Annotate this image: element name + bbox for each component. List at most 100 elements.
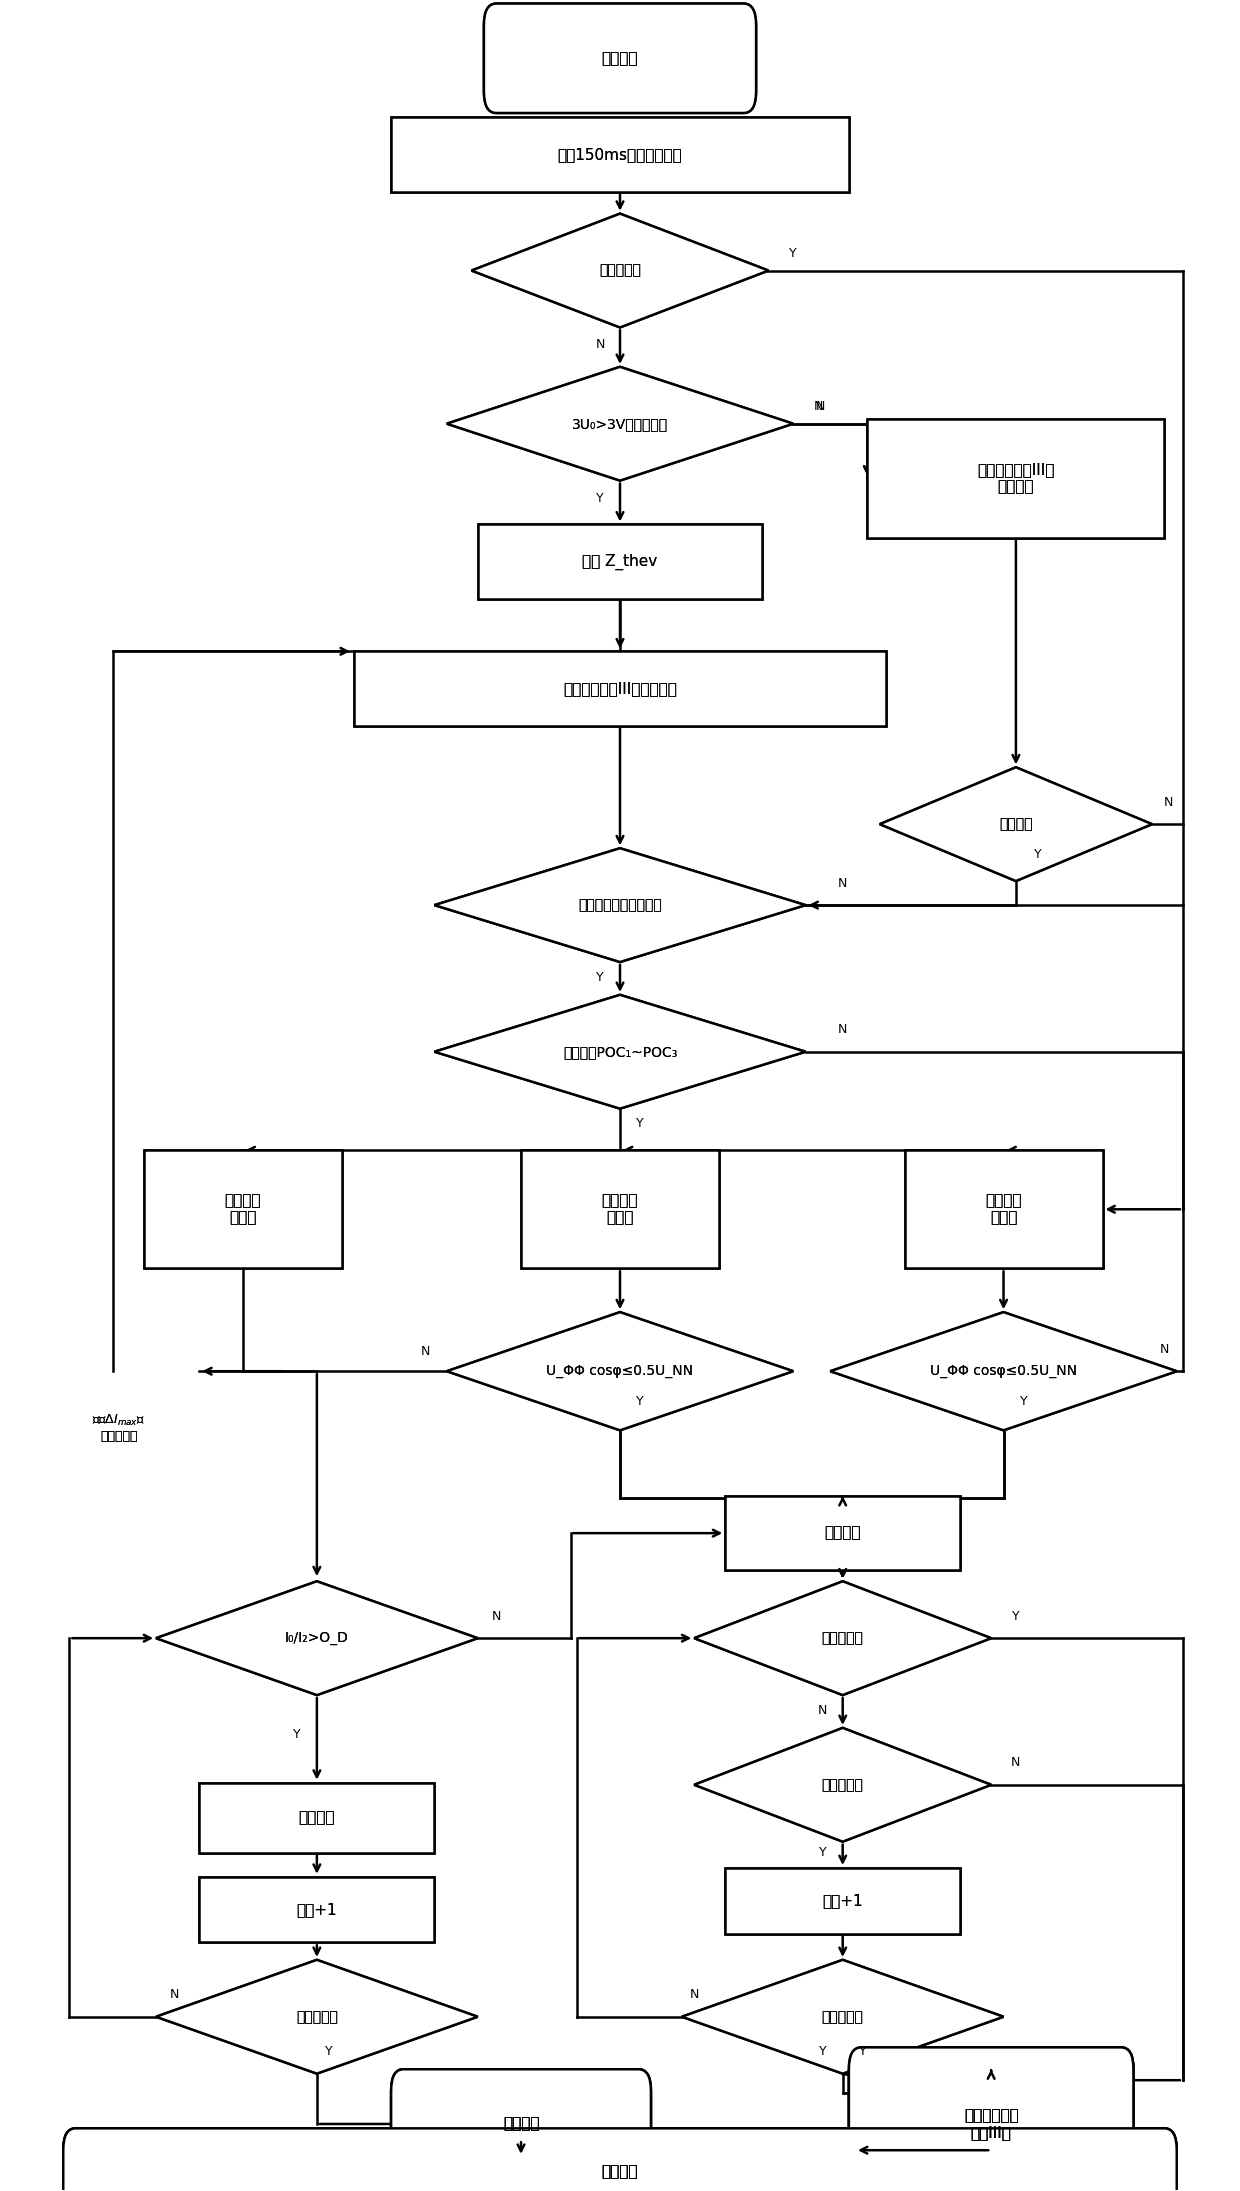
Bar — [868, 418, 1164, 537]
Bar — [904, 1150, 1102, 1269]
Text: Y: Y — [1012, 1610, 1019, 1624]
Text: Y: Y — [596, 491, 604, 504]
Text: 接地距离保护III段算法判断: 接地距离保护III段算法判断 — [563, 681, 677, 697]
Text: 是否满足POC₁~POC₃: 是否满足POC₁~POC₃ — [563, 1045, 677, 1058]
Text: N: N — [816, 399, 825, 412]
Text: 计算 Z_thev: 计算 Z_thev — [583, 554, 657, 570]
Polygon shape — [446, 1312, 794, 1431]
Bar — [725, 1496, 960, 1571]
Text: 复归接地距离
保护III段: 复归接地距离 保护III段 — [963, 2108, 1018, 2141]
Bar — [521, 1150, 719, 1269]
Polygon shape — [434, 995, 806, 1109]
Text: N: N — [838, 876, 847, 890]
Text: 3U₀>3V（二次侧）: 3U₀>3V（二次侧） — [572, 416, 668, 432]
Text: 计算 Z_thev: 计算 Z_thev — [583, 554, 657, 570]
Text: N: N — [818, 1705, 827, 1718]
Bar — [725, 1869, 960, 1935]
Polygon shape — [446, 1312, 794, 1431]
Text: 出口跳闸: 出口跳闸 — [502, 2117, 539, 2132]
Text: N: N — [1163, 795, 1173, 808]
Bar — [200, 1783, 434, 1854]
Text: Y: Y — [790, 248, 797, 259]
Text: 单相位于
动作区: 单相位于 动作区 — [224, 1194, 260, 1225]
Polygon shape — [694, 1729, 991, 1843]
Polygon shape — [434, 995, 806, 1109]
Text: 等待150ms躲避区外故障: 等待150ms躲避区外故障 — [558, 147, 682, 162]
Bar — [391, 118, 849, 193]
Text: 出口跳闸: 出口跳闸 — [601, 2165, 639, 2180]
Text: 是否已跳闸: 是否已跳闸 — [599, 263, 641, 278]
Bar — [200, 1878, 434, 1943]
FancyBboxPatch shape — [63, 2127, 1177, 2191]
Polygon shape — [156, 1959, 477, 2073]
Text: 出口跳闸: 出口跳闸 — [502, 2117, 539, 2132]
Text: 复归接地距离
保护III段: 复归接地距离 保护III段 — [963, 2108, 1018, 2141]
Polygon shape — [694, 1729, 991, 1843]
Text: U_ΦΦ cosφ≤0.5U_NN: U_ΦΦ cosφ≤0.5U_NN — [930, 1365, 1078, 1378]
Bar — [144, 1150, 342, 1269]
Text: 三相位于
动作区: 三相位于 动作区 — [986, 1194, 1022, 1225]
Text: N: N — [813, 399, 822, 412]
Text: 两相位于
动作区: 两相位于 动作区 — [601, 1194, 639, 1225]
Text: 计时+1: 计时+1 — [822, 1893, 863, 1908]
Text: 3U₀>3V（二次侧）: 3U₀>3V（二次侧） — [572, 416, 668, 432]
Polygon shape — [831, 1312, 1177, 1431]
Text: N: N — [595, 337, 605, 351]
Polygon shape — [831, 1312, 1177, 1431]
Polygon shape — [880, 767, 1152, 881]
Text: N: N — [1012, 1757, 1021, 1770]
Polygon shape — [156, 1582, 477, 1696]
Polygon shape — [434, 848, 806, 962]
Text: 到附加延时: 到附加延时 — [296, 2009, 337, 2024]
Polygon shape — [156, 1582, 477, 1696]
Polygon shape — [682, 1959, 1003, 2073]
Polygon shape — [156, 1959, 477, 2073]
Text: Y: Y — [820, 1847, 827, 1860]
Text: 是否已跳闸: 是否已跳闸 — [599, 263, 641, 278]
Text: 计时+1: 计时+1 — [296, 1902, 337, 1917]
Text: N: N — [170, 1989, 180, 2000]
Text: 到动作时间: 到动作时间 — [822, 2009, 863, 2024]
Text: N: N — [491, 1610, 501, 1624]
Text: 保持$\Delta I_{max}$相
复归另一相: 保持$\Delta I_{max}$相 复归另一相 — [93, 1413, 145, 1444]
Bar — [144, 1150, 342, 1269]
Text: N: N — [1159, 1343, 1169, 1356]
FancyBboxPatch shape — [849, 2046, 1133, 2191]
Text: Y: Y — [1034, 848, 1042, 861]
Text: 复归接地距离
保护III段: 复归接地距离 保护III段 — [963, 2108, 1018, 2141]
Text: Y: Y — [1019, 1396, 1027, 1409]
Bar — [353, 651, 887, 725]
Text: I₀/I₂>O_D: I₀/I₂>O_D — [285, 1630, 348, 1645]
Text: 接地距离保护III段
算法判断: 接地距离保护III段 算法判断 — [977, 462, 1054, 495]
Text: 动态开放: 动态开放 — [299, 1810, 335, 1825]
Text: I₀/I₂>O_D: I₀/I₂>O_D — [285, 1630, 348, 1645]
Bar — [521, 1150, 719, 1269]
Text: 出口跳闸: 出口跳闸 — [601, 2165, 639, 2180]
Text: Y: Y — [294, 1729, 301, 1742]
FancyBboxPatch shape — [849, 2046, 1133, 2191]
Text: 至少有一相位于动作区: 至少有一相位于动作区 — [578, 898, 662, 911]
FancyBboxPatch shape — [63, 2127, 1177, 2191]
Polygon shape — [446, 366, 794, 480]
Text: N: N — [838, 1023, 847, 1036]
FancyBboxPatch shape — [484, 4, 756, 114]
Text: Y: Y — [636, 1396, 644, 1409]
Polygon shape — [880, 767, 1152, 881]
Bar — [391, 118, 849, 193]
Bar — [200, 1878, 434, 1943]
Text: 计时+1: 计时+1 — [822, 1893, 863, 1908]
Text: 是否已跳闸: 是否已跳闸 — [822, 1630, 863, 1645]
Text: N: N — [689, 1989, 699, 2000]
Text: 仍在动作区: 仍在动作区 — [822, 1777, 863, 1792]
Polygon shape — [471, 215, 769, 326]
Bar — [477, 524, 763, 598]
Text: 单相位于
动作区: 单相位于 动作区 — [224, 1194, 260, 1225]
Bar — [200, 1783, 434, 1854]
Text: 到动作时间: 到动作时间 — [822, 2009, 863, 2024]
Bar — [725, 1869, 960, 1935]
Bar — [868, 418, 1164, 537]
FancyBboxPatch shape — [391, 2068, 651, 2178]
Polygon shape — [434, 848, 806, 962]
FancyBboxPatch shape — [391, 2068, 651, 2178]
Text: U_ΦΦ cosφ≤0.5U_NN: U_ΦΦ cosφ≤0.5U_NN — [547, 1365, 693, 1378]
